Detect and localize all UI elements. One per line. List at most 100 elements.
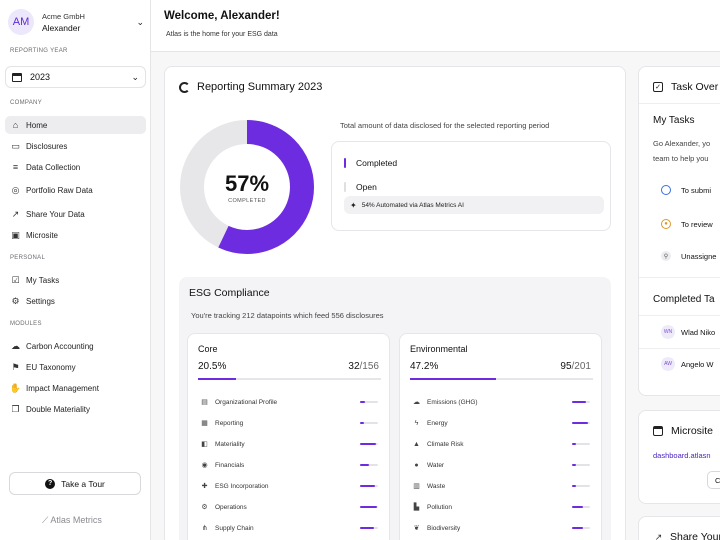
chevron-down-icon: ⌄: [131, 71, 139, 82]
task-row-unassigned[interactable]: ⚲ Unassigne: [661, 251, 716, 261]
trash-icon: ▥: [413, 483, 420, 490]
org-switcher[interactable]: AM Acme GmbH Alexander ⌄: [8, 8, 144, 36]
microsite-title: Microsite: [653, 425, 713, 437]
environmental-progress-track: [410, 378, 593, 380]
core-card[interactable]: Core 20.5% 32/156 ▤ Organizational Profil…: [187, 333, 390, 540]
sidebar-item-impact-management[interactable]: ✋ Impact Management: [5, 379, 146, 397]
divider: [639, 348, 720, 349]
hand-icon: ✋: [9, 382, 22, 393]
automation-badge: ✦ 54% Automated via Atlas Metrics AI: [344, 196, 604, 214]
sidebar-item-my-tasks[interactable]: ☑ My Tasks: [5, 271, 146, 289]
sidebar-item-microsite[interactable]: ▣ Microsite: [5, 226, 146, 244]
category-row[interactable]: ▲ Climate Risk: [412, 437, 592, 451]
brand-logo: ⟋ Atlas Metrics: [42, 515, 102, 526]
sidebar-item-double-materiality[interactable]: ❐ Double Materiality: [5, 400, 146, 418]
task-overview-title-text: Task Over: [671, 81, 719, 93]
category-row[interactable]: ✚ ESG Incorporation: [200, 479, 380, 493]
drop-icon: ●: [414, 461, 419, 469]
window-icon: [653, 426, 663, 436]
category-row[interactable]: ◉ Financials: [200, 458, 380, 472]
category-progress-fill: [360, 401, 365, 403]
fire-icon: ▲: [413, 440, 420, 448]
automation-text: 54% Automated via Atlas Metrics AI: [361, 201, 464, 209]
year-select[interactable]: 2023 ⌄: [5, 66, 146, 88]
task-row-to-review[interactable]: ● To review: [661, 219, 713, 229]
legend-completed-label: Completed: [356, 158, 398, 168]
category-row[interactable]: ▥ Waste: [412, 479, 592, 493]
environmental-card[interactable]: Environmental 47.2% 95/201 ☁ Emissions (G…: [399, 333, 602, 540]
completed-task-item[interactable]: WN Wlad Niko: [661, 325, 715, 339]
bolt-icon: ϟ: [414, 419, 419, 427]
divider: [639, 103, 720, 104]
category-progress-fill: [572, 401, 586, 403]
category-row[interactable]: ☁ Emissions (GHG): [412, 395, 592, 409]
category-progress-track: [572, 464, 590, 466]
copy-link-button[interactable]: C: [707, 471, 720, 489]
category-label: Waste: [427, 482, 446, 490]
layers-icon: ◧: [201, 441, 208, 448]
category-row[interactable]: ❦ Biodiversity: [412, 521, 592, 535]
calendar-icon: [12, 72, 22, 82]
category-progress-track: [572, 401, 590, 403]
core-count: 32/156: [348, 361, 379, 372]
category-progress-track: [572, 506, 590, 508]
sidebar-item-disclosures[interactable]: ▭ Disclosures: [5, 137, 146, 155]
reporting-summary-title: Reporting Summary 2023: [179, 81, 322, 93]
category-progress-track: [360, 443, 378, 445]
sidebar-item-settings[interactable]: ⚙ Settings: [5, 292, 146, 310]
page-title: Welcome, Alexander!: [164, 10, 280, 22]
category-label: ESG Incorporation: [215, 482, 269, 490]
category-row[interactable]: ▦ Reporting: [200, 416, 380, 430]
document-icon: ▭: [11, 140, 20, 151]
task-row-to-submit[interactable]: To submi: [661, 185, 711, 195]
gear-icon: ⚙: [11, 295, 20, 306]
tasks-intro-line-1: Go Alexander, yo: [653, 139, 711, 148]
org-name: Acme GmbH: [42, 11, 85, 21]
category-progress-fill: [572, 464, 576, 466]
microsite-link[interactable]: dashboard.atlasn: [653, 451, 711, 460]
category-row[interactable]: ▙ Pollution: [412, 500, 592, 514]
completed-task-item[interactable]: AW Angelo W: [661, 357, 714, 371]
category-row[interactable]: ϟ Energy: [412, 416, 592, 430]
donut-completed-arc: [180, 120, 314, 254]
category-label: Emissions (GHG): [427, 398, 478, 406]
company-label: COMPANY: [10, 100, 42, 106]
environmental-count-done: 95: [560, 361, 572, 372]
sidebar-item-home[interactable]: ⌂ Home: [5, 116, 146, 134]
category-row[interactable]: ⋔ Supply Chain: [200, 521, 380, 535]
category-row[interactable]: ▤ Organizational Profile: [200, 395, 380, 409]
sidebar-item-label: Disclosures: [26, 141, 68, 151]
task-overview-card: ✓ Task Over My Tasks Go Alexander, yo te…: [638, 66, 720, 396]
sidebar-item-portfolio-raw-data[interactable]: ◎ Portfolio Raw Data: [5, 181, 146, 199]
category-label: Climate Risk: [427, 440, 464, 448]
category-progress-track: [360, 401, 378, 403]
reporting-summary-card: Reporting Summary 2023 57% COMPLETED Tot…: [164, 66, 626, 540]
sidebar-item-eu-taxonomy[interactable]: ⚑ EU Taxonomy: [5, 358, 146, 376]
category-label: Operations: [215, 503, 247, 511]
sidebar-item-carbon-accounting[interactable]: ☁ Carbon Accounting: [5, 337, 146, 355]
database-icon: ≡: [12, 162, 19, 172]
take-a-tour-button[interactable]: ? Take a Tour: [9, 472, 141, 495]
category-progress-fill: [572, 527, 583, 529]
reporting-year-label: REPORTING YEAR: [10, 48, 68, 54]
question-icon: ?: [45, 478, 56, 489]
category-progress-fill: [572, 443, 576, 445]
category-row[interactable]: ◧ Materiality: [200, 437, 380, 451]
window-icon: ▣: [11, 229, 20, 240]
core-percent: 20.5%: [198, 361, 227, 372]
category-progress-track: [360, 506, 378, 508]
category-progress-track: [360, 422, 378, 424]
completion-donut: [180, 120, 314, 254]
completion-percent: 57%: [224, 171, 270, 196]
category-row[interactable]: ⚙ Operations: [200, 500, 380, 514]
sidebar-item-data-collection[interactable]: ≡ Data Collection: [5, 158, 146, 176]
completion-caption: COMPLETED: [228, 198, 266, 204]
sidebar-item-label: Data Collection: [26, 162, 81, 172]
category-row[interactable]: ● Water: [412, 458, 592, 472]
person-icon: ⚲: [661, 251, 671, 261]
environmental-progress-fill: [410, 378, 497, 380]
category-progress-track: [572, 422, 590, 424]
sidebar-item-share-your-data[interactable]: ↗ Share Your Data: [5, 205, 146, 223]
completed-tasks-heading: Completed Ta: [653, 294, 715, 305]
sidebar-item-label: My Tasks: [26, 275, 60, 285]
